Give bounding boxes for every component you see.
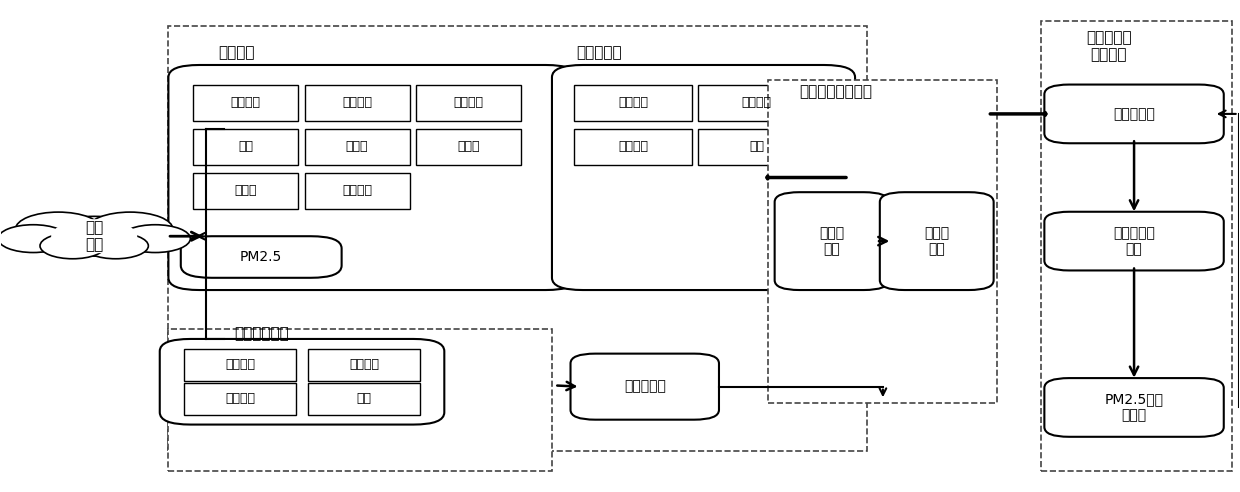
Text: PM2.5预测
和预警: PM2.5预测 和预警	[1105, 392, 1163, 423]
FancyBboxPatch shape	[169, 65, 577, 290]
Text: 蒸发量: 蒸发量	[234, 184, 257, 197]
FancyBboxPatch shape	[160, 339, 444, 425]
Text: 数据
采集: 数据 采集	[86, 220, 103, 252]
Text: 二氧化硫: 二氧化硫	[742, 96, 771, 109]
Text: 大气预报特征: 大气预报特征	[234, 326, 289, 341]
Text: 风速: 风速	[238, 140, 253, 154]
Text: 数据预处理: 数据预处理	[624, 380, 666, 394]
Circle shape	[51, 219, 138, 253]
Text: 臭氧: 臭氧	[749, 140, 764, 154]
Bar	[1040, 21, 1233, 471]
FancyBboxPatch shape	[698, 85, 816, 121]
FancyBboxPatch shape	[574, 85, 692, 121]
FancyBboxPatch shape	[574, 128, 692, 165]
FancyBboxPatch shape	[698, 128, 816, 165]
FancyBboxPatch shape	[193, 128, 299, 165]
FancyBboxPatch shape	[880, 192, 993, 290]
FancyBboxPatch shape	[185, 349, 296, 380]
Text: 特征样本集: 特征样本集	[1114, 107, 1154, 121]
FancyBboxPatch shape	[193, 85, 299, 121]
Text: 地表温度: 地表温度	[342, 184, 372, 197]
Text: 相对湿度: 相对湿度	[226, 393, 255, 405]
Circle shape	[87, 212, 172, 246]
FancyBboxPatch shape	[415, 128, 521, 165]
Bar	[169, 26, 868, 452]
FancyBboxPatch shape	[181, 236, 342, 278]
FancyBboxPatch shape	[415, 85, 521, 121]
Text: 相对湿度: 相对湿度	[454, 96, 484, 109]
Text: 分类模型筛
选和预测: 分类模型筛 选和预测	[1086, 30, 1132, 62]
Circle shape	[43, 216, 144, 256]
Circle shape	[16, 212, 100, 246]
FancyBboxPatch shape	[193, 173, 299, 209]
Text: 确定相关因由特征: 确定相关因由特征	[800, 84, 873, 99]
Circle shape	[0, 225, 68, 252]
Bar	[169, 329, 552, 471]
Text: 一氧化碳: 一氧化碳	[618, 140, 649, 154]
Text: 平均气压: 平均气压	[226, 358, 255, 371]
Text: 气象特征: 气象特征	[218, 45, 254, 60]
Text: 大气温度: 大气温度	[348, 358, 379, 371]
FancyBboxPatch shape	[1044, 85, 1224, 143]
FancyBboxPatch shape	[305, 173, 409, 209]
FancyBboxPatch shape	[309, 383, 419, 415]
FancyBboxPatch shape	[305, 85, 409, 121]
Text: 日照量: 日照量	[458, 140, 480, 154]
Text: 风速: 风速	[356, 393, 372, 405]
Text: 二氧化氮: 二氧化氮	[618, 96, 649, 109]
FancyBboxPatch shape	[1044, 212, 1224, 271]
FancyBboxPatch shape	[1044, 378, 1224, 437]
Text: 相关性
检验: 相关性 检验	[924, 226, 950, 256]
Text: 模型训练和
测试: 模型训练和 测试	[1114, 226, 1154, 256]
Text: 污染物特征: 污染物特征	[577, 45, 622, 60]
Circle shape	[40, 233, 105, 259]
FancyBboxPatch shape	[185, 383, 296, 415]
Bar	[769, 80, 997, 402]
FancyBboxPatch shape	[309, 349, 419, 380]
Text: 影响度
分析: 影响度 分析	[818, 226, 844, 256]
FancyBboxPatch shape	[552, 65, 856, 290]
FancyBboxPatch shape	[570, 354, 719, 420]
Text: PM2.5: PM2.5	[241, 250, 283, 264]
Text: 平均气压: 平均气压	[231, 96, 260, 109]
FancyBboxPatch shape	[775, 192, 889, 290]
Text: 大气温度: 大气温度	[342, 96, 372, 109]
Circle shape	[83, 233, 149, 259]
Circle shape	[120, 225, 190, 252]
Text: 降水量: 降水量	[346, 140, 368, 154]
FancyBboxPatch shape	[305, 128, 409, 165]
